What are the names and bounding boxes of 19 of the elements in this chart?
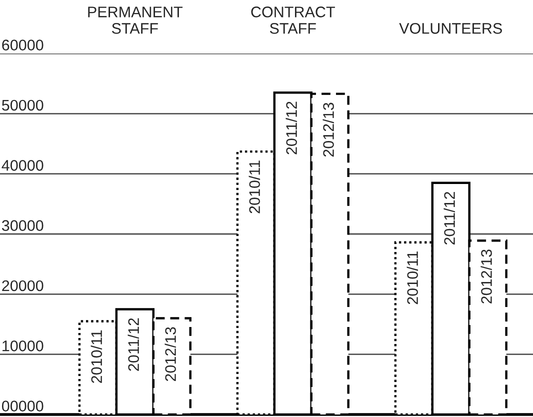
- text: 2010/11: [248, 160, 260, 214]
- text: 2011/12: [444, 192, 455, 245]
- y-tick-label: 40000: [2, 160, 44, 171]
- y-tick-label: 60000: [2, 40, 44, 50]
- text: 2012/13: [480, 250, 492, 304]
- x-tick-label: CONTRACT STAFF: [251, 6, 335, 34]
- y-tick-label: 20000: [2, 280, 44, 292]
- text: 2010/11: [90, 330, 102, 383]
- series-label: 2012/13: [164, 327, 176, 382]
- y-tick-label: 00000: [2, 400, 44, 412]
- series-label: 2010/11: [406, 251, 418, 304]
- text: 2012/13: [322, 102, 334, 157]
- y-tick-label: 30000: [2, 220, 44, 231]
- series-label: 2011/12: [286, 102, 297, 154]
- y-tick-label: 10000: [2, 340, 44, 352]
- x-tick-label: VOLUNTEERS: [399, 22, 502, 34]
- y-tick-label: 50000: [2, 100, 44, 111]
- x-tick-label: PERMANENT STAFF: [88, 6, 183, 34]
- text: 2011/12: [128, 318, 140, 371]
